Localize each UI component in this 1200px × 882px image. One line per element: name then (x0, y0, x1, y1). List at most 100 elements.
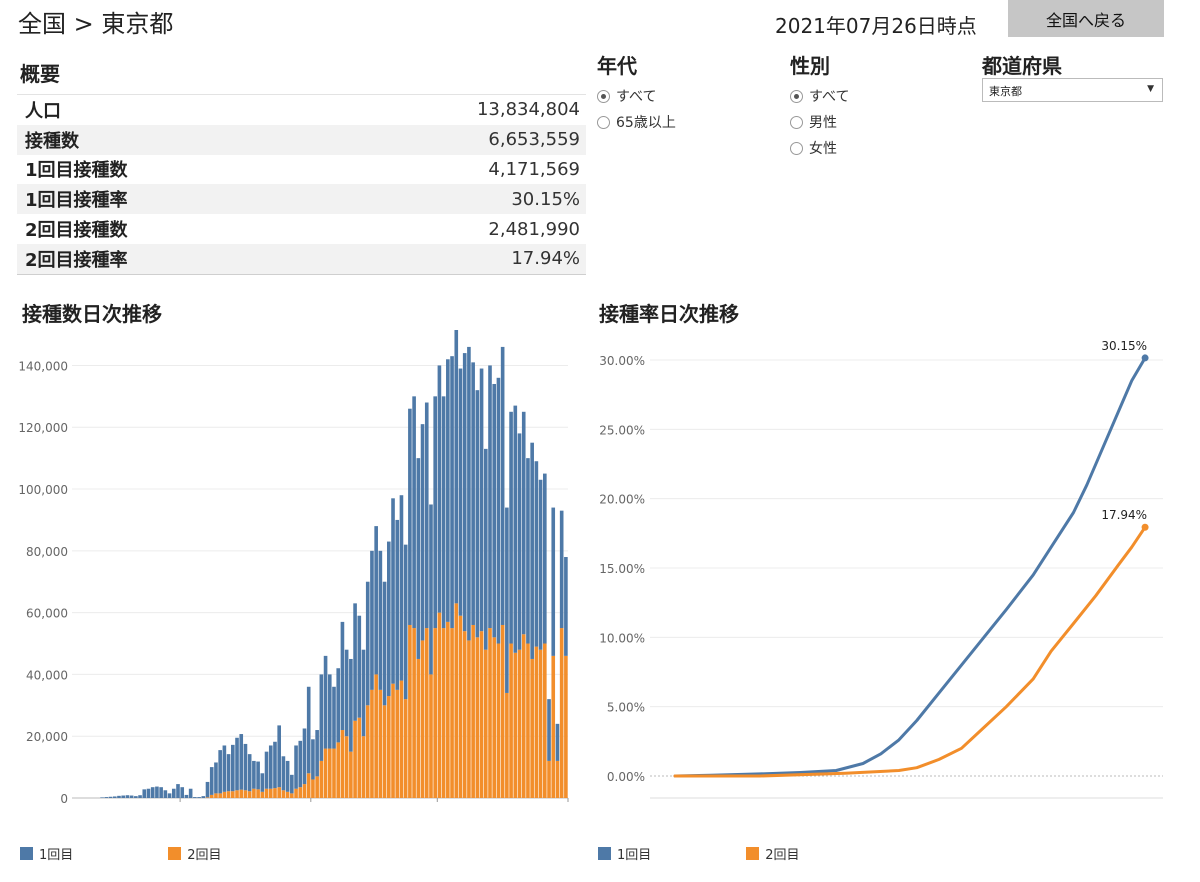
radio-selected-icon (597, 89, 610, 103)
bar-second-dose (378, 689, 383, 798)
bar-first-dose (155, 786, 159, 798)
bar-first-dose (538, 479, 543, 650)
dropdown-arrow-icon: ▼ (1147, 84, 1154, 94)
sex-filter: 性別 すべて 男性 女性 (790, 50, 849, 161)
bar-first-dose (311, 739, 315, 780)
bar-second-dose (538, 649, 543, 798)
bar-second-dose (298, 787, 303, 798)
bar-first-dose (121, 795, 125, 798)
bar-first-dose (273, 741, 277, 789)
bar-first-dose (319, 674, 324, 761)
end-data-label: 30.15% (1101, 339, 1147, 353)
bar-first-dose (353, 603, 357, 721)
prefecture-select[interactable]: 東京都 ▼ (982, 78, 1163, 102)
line-first-dose (673, 356, 1147, 778)
legend-label-first: 1回目 (39, 848, 74, 863)
bar-second-dose (306, 773, 311, 798)
bar-second-dose (559, 628, 564, 798)
bar-first-dose (146, 788, 151, 798)
bar-first-dose (374, 526, 378, 675)
bar-first-dose (492, 383, 497, 638)
bar-first-dose (117, 795, 121, 798)
y-tick-label: 25.00% (599, 423, 645, 437)
bar-first-dose (365, 581, 370, 706)
bar-first-dose (349, 658, 353, 752)
bar-second-dose (521, 634, 526, 798)
bar-first-dose (159, 787, 163, 798)
bar-second-dose (412, 628, 416, 798)
bar-first-dose (446, 359, 450, 622)
summary-row-doses: 接種数 6,653,559 (17, 124, 586, 155)
bar-second-dose (382, 705, 387, 798)
bar-second-dose (214, 793, 218, 798)
bar-second-dose (344, 736, 349, 798)
breadcrumb[interactable]: 全国 > 東京都 (18, 10, 174, 38)
bar-first-dose (387, 541, 391, 697)
bar-first-dose (547, 699, 551, 761)
bar-first-dose (138, 795, 142, 798)
summary-label: 1回目接種数 (25, 160, 128, 182)
y-tick-label: 100,000 (18, 483, 68, 497)
bar-first-dose (488, 365, 492, 629)
age-filter: 年代 すべて 65歳以上 (597, 50, 676, 135)
y-tick-label: 20,000 (26, 730, 68, 744)
option-label: すべて (809, 89, 850, 105)
bar-first-dose (294, 745, 298, 789)
summary-title: 概要 (20, 62, 60, 86)
bar-first-dose (391, 498, 395, 684)
y-tick-label: 15.00% (599, 562, 645, 576)
bar-second-dose (424, 628, 429, 798)
bar-second-dose (209, 794, 214, 798)
bar-first-dose (201, 796, 206, 798)
bar-second-dose (205, 797, 210, 798)
end-point (1141, 354, 1149, 362)
bar-second-dose (290, 793, 294, 798)
bar-first-dose (226, 754, 231, 792)
bar-first-dose (458, 368, 463, 616)
bar-first-dose (505, 507, 509, 693)
bar-first-dose (332, 686, 336, 749)
bar-first-dose (408, 408, 412, 625)
bar-first-dose (467, 346, 471, 641)
summary-value: 4,171,569 (488, 158, 580, 180)
bar-first-dose (197, 797, 201, 798)
y-tick-label: 20.00% (599, 493, 645, 507)
prefecture-filter-title: 都道府県 (982, 54, 1062, 78)
bar-first-dose (256, 761, 260, 790)
summary-value: 30.15% (511, 188, 580, 210)
summary-row-second-rate: 2回目接種率 17.94% (17, 243, 586, 274)
bar-second-dose (281, 790, 286, 798)
age-option-65plus[interactable]: 65歳以上 (597, 109, 676, 135)
back-to-national-button[interactable]: 全国へ戻る (1008, 0, 1164, 37)
bar-first-dose (188, 788, 193, 798)
sex-option-all[interactable]: すべて (790, 83, 849, 109)
bar-first-dose (252, 760, 256, 789)
legend-label-second: 2回目 (765, 848, 800, 863)
bar-first-dose (323, 655, 328, 749)
bar-second-dose (420, 640, 425, 798)
bar-first-dose (235, 737, 239, 791)
bar-first-dose (340, 621, 345, 731)
y-tick-label: 40,000 (26, 668, 68, 682)
bar-second-dose (437, 612, 442, 798)
y-tick-label: 60,000 (26, 607, 68, 621)
bar-second-dose (555, 760, 560, 798)
age-filter-title: 年代 (597, 54, 637, 78)
radio-empty-icon (790, 115, 803, 129)
bar-second-dose (509, 643, 513, 798)
bar-second-dose (222, 791, 227, 798)
bar-first-dose (441, 396, 446, 629)
bar-first-dose (517, 433, 522, 650)
bar-second-dose (302, 784, 307, 798)
bar-second-dose (256, 789, 260, 798)
age-option-all[interactable]: すべて (597, 83, 676, 109)
bar-first-dose (184, 794, 189, 798)
bar-first-dose (104, 797, 109, 798)
sex-option-male[interactable]: 男性 (790, 109, 849, 135)
summary-label: 人口 (25, 100, 61, 122)
prefecture-select-value: 東京都 (989, 85, 1022, 98)
sex-option-female[interactable]: 女性 (790, 135, 849, 161)
y-tick-label: 0 (60, 792, 68, 806)
bar-second-dose (395, 689, 400, 798)
y-tick-label: 10.00% (599, 631, 645, 645)
